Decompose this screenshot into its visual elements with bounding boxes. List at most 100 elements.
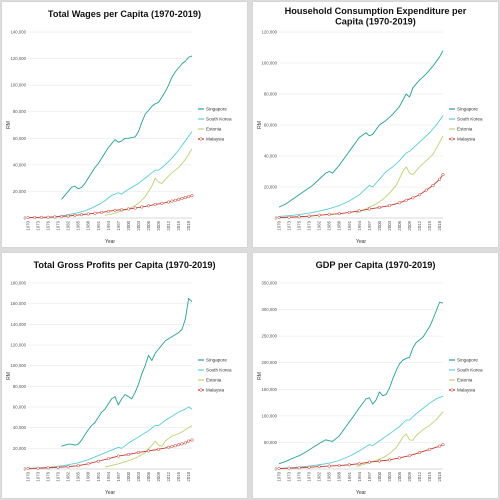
x-tick-label: 2003 bbox=[387, 220, 392, 230]
data-point-malaysia bbox=[441, 173, 445, 177]
x-tick-label: 2000 bbox=[126, 471, 131, 481]
legend-label-estonia: Estonia bbox=[206, 127, 222, 132]
x-tick-label: 1970 bbox=[26, 220, 31, 230]
x-tick-label: 1994 bbox=[106, 220, 111, 230]
household-consumption-chart-panel: Household Consumption Expenditure per Cap… bbox=[253, 2, 498, 247]
x-tick-label: 1970 bbox=[277, 471, 282, 481]
data-point-malaysia bbox=[337, 212, 341, 216]
data-point-malaysia bbox=[66, 214, 70, 218]
x-tick-label: 1997 bbox=[367, 471, 372, 481]
series-line-singapore bbox=[61, 298, 193, 447]
total-wages-chart-panel: Total Wages per Capita (1970-2019) 0 20,00… bbox=[2, 2, 247, 247]
y-tick-label: 100,000 bbox=[261, 413, 277, 418]
y-tick-label: 20,000 bbox=[13, 189, 27, 194]
x-tick-label: 1979 bbox=[307, 220, 312, 230]
x-tick-label: 1976 bbox=[297, 220, 302, 230]
y-tick-label: 300,000 bbox=[261, 307, 277, 312]
data-point-malaysia bbox=[136, 450, 140, 455]
y-tick-label: 140,000 bbox=[10, 322, 26, 327]
y-axis-label: RM bbox=[6, 372, 12, 380]
data-point-malaysia bbox=[183, 441, 187, 445]
data-point-malaysia bbox=[170, 444, 174, 449]
x-tick-label: 2015 bbox=[176, 471, 181, 481]
x-tick-label: 2006 bbox=[397, 220, 402, 230]
data-point-malaysia bbox=[86, 462, 90, 466]
data-point-malaysia bbox=[180, 442, 184, 446]
x-tick-label: 2009 bbox=[156, 471, 161, 481]
chart-svg: Household Consumption Expenditure per Cap… bbox=[257, 6, 483, 245]
legend-label-estonia: Estonia bbox=[457, 378, 473, 383]
x-tick-label: 1997 bbox=[367, 220, 372, 230]
x-tick-label: 2015 bbox=[176, 220, 181, 230]
legend-label-estonia: Estonia bbox=[457, 127, 473, 132]
data-point-malaysia bbox=[56, 465, 60, 469]
y-tick-label: 80,000 bbox=[13, 384, 27, 389]
data-point-malaysia bbox=[59, 214, 64, 218]
y-tick-label: 0 bbox=[275, 467, 278, 472]
y-tick-label: 20,000 bbox=[264, 185, 278, 190]
x-tick-label: 1982 bbox=[317, 471, 322, 481]
x-tick-label: 2000 bbox=[377, 471, 382, 481]
y-tick-label: 120,000 bbox=[10, 343, 26, 348]
data-point-malaysia bbox=[418, 450, 422, 455]
data-point-malaysia bbox=[36, 466, 40, 470]
y-axis-label: RM bbox=[6, 121, 12, 129]
x-tick-label: 1973 bbox=[36, 471, 41, 481]
legend-marker-malaysia bbox=[450, 137, 454, 141]
x-tick-label: 2015 bbox=[427, 471, 432, 481]
data-point-malaysia bbox=[173, 444, 177, 448]
x-tick-label: 1991 bbox=[96, 220, 101, 230]
data-point-malaysia bbox=[26, 216, 30, 220]
data-point-malaysia bbox=[156, 447, 161, 451]
x-axis-label: Year bbox=[105, 239, 115, 245]
data-point-malaysia bbox=[431, 183, 435, 187]
legend-label-south-korea: South Korea bbox=[206, 117, 232, 122]
x-tick-label: 1976 bbox=[46, 471, 51, 481]
y-tick-label: 0 bbox=[24, 467, 27, 472]
x-tick-label: 1985 bbox=[327, 471, 332, 481]
x-tick-label: 2018 bbox=[437, 471, 442, 481]
data-point-malaysia bbox=[317, 465, 321, 469]
legend-label-singapore: Singapore bbox=[206, 107, 227, 112]
data-point-malaysia bbox=[100, 210, 104, 214]
data-point-malaysia bbox=[441, 443, 445, 447]
gdp-per-capita-chart-panel: GDP per Capita (1970-2019) 0 50,000 100,000… bbox=[253, 253, 498, 498]
x-tick-label: 1973 bbox=[287, 220, 292, 230]
data-point-malaysia bbox=[418, 193, 422, 197]
x-tick-label: 1994 bbox=[357, 471, 362, 481]
x-tick-label: 2006 bbox=[397, 471, 402, 481]
x-tick-label: 1985 bbox=[76, 220, 81, 230]
y-tick-label: 180,000 bbox=[10, 281, 26, 286]
data-point-malaysia bbox=[411, 196, 415, 200]
y-tick-label: 250,000 bbox=[261, 334, 277, 339]
chart-title: GDP per Capita (1970-2019) bbox=[316, 260, 436, 270]
y-tick-label: 40,000 bbox=[13, 162, 27, 167]
x-tick-label: 1991 bbox=[96, 471, 101, 481]
data-point-malaysia bbox=[140, 205, 144, 209]
x-tick-label: 1994 bbox=[106, 471, 111, 481]
data-point-malaysia bbox=[307, 214, 311, 218]
legend-label-malaysia: Malaysia bbox=[457, 137, 476, 142]
chart-svg: GDP per Capita (1970-2019) 0 50,000 100,000… bbox=[257, 260, 483, 496]
gross-profits-chart-panel: Total Gross Profits per Capita (1970-201… bbox=[2, 253, 247, 498]
data-point-malaysia bbox=[106, 457, 110, 461]
data-point-malaysia bbox=[53, 215, 57, 219]
data-point-malaysia bbox=[277, 466, 281, 471]
y-tick-label: 40,000 bbox=[13, 425, 27, 430]
series-line-singapore bbox=[278, 301, 444, 465]
data-point-malaysia bbox=[428, 447, 432, 451]
y-tick-label: 0 bbox=[24, 216, 27, 221]
data-point-malaysia bbox=[180, 196, 184, 201]
data-point-malaysia bbox=[277, 215, 281, 220]
x-tick-label: 1994 bbox=[357, 220, 362, 230]
legend-label-south-korea: South Korea bbox=[206, 368, 232, 373]
data-point-malaysia bbox=[96, 459, 100, 463]
chart-svg: Total Gross Profits per Capita (1970-201… bbox=[6, 260, 232, 496]
data-point-malaysia bbox=[167, 200, 171, 204]
legend-marker-malaysia bbox=[199, 388, 203, 392]
x-axis-label: Year bbox=[356, 239, 366, 245]
x-tick-label: 2003 bbox=[387, 471, 392, 481]
data-point-malaysia bbox=[113, 208, 117, 212]
data-point-malaysia bbox=[126, 452, 130, 457]
